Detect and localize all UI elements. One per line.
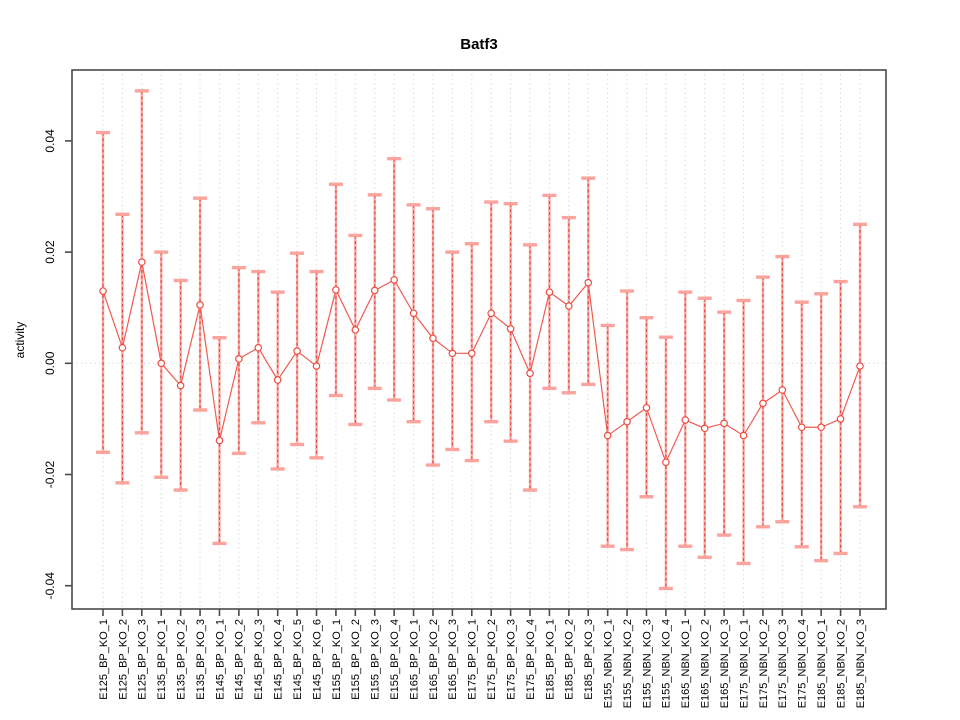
x-tick-label: E185_BP_KO_2 (564, 619, 576, 700)
x-tick-label: E175_NBN_KO_1 (738, 619, 750, 708)
data-point (157, 359, 166, 368)
x-tick-label: E145_BP_KO_3 (253, 619, 265, 700)
x-tick-label: E155_BP_KO_3 (370, 619, 382, 700)
data-point (778, 386, 787, 394)
data-point (836, 415, 845, 423)
x-tick-label: E185_BP_KO_3 (583, 619, 595, 700)
x-tick-label: E125_BP_KO_3 (137, 619, 149, 700)
data-point (506, 325, 515, 333)
x-tick-label: E165_NBN_KO_3 (719, 619, 731, 708)
y-tick-label: 0.00 (43, 351, 57, 375)
data-point (856, 362, 864, 370)
series-line (102, 261, 861, 464)
data-point (662, 458, 670, 467)
x-tick-label: E145_BP_KO_5 (292, 619, 304, 700)
x-tick-label: E155_BP_KO_4 (389, 619, 401, 700)
plot-border (71, 69, 887, 610)
y-tick-label: 0.02 (43, 240, 57, 264)
data-point (720, 419, 728, 428)
data-point (409, 309, 418, 318)
x-tick-label: E185_NBN_KO_1 (816, 619, 828, 708)
data-point (565, 302, 573, 310)
data-point (545, 288, 554, 296)
x-tick-label: E145_BP_KO_6 (311, 619, 323, 700)
y-tick-label: 0.04 (43, 129, 57, 153)
data-point (138, 258, 146, 266)
data-point (196, 301, 204, 309)
data-point (759, 399, 767, 408)
x-tick-label: E155_NBN_KO_3 (641, 619, 653, 708)
error-bar (503, 202, 518, 443)
x-tick-label: E185_NBN_KO_2 (835, 619, 847, 708)
data-point (603, 431, 612, 440)
x-tick-label: E145_BP_KO_2 (234, 619, 246, 700)
x-tick-label: E125_BP_KO_1 (98, 619, 110, 700)
x-tick-label: E185_BP_KO_1 (544, 619, 556, 700)
data-point (584, 278, 593, 287)
data-point (215, 436, 224, 445)
x-tick-label: E135_BP_KO_3 (195, 619, 207, 700)
data-point (254, 343, 263, 352)
x-tick-label: E135_BP_KO_1 (156, 619, 168, 700)
x-tick-label: E175_BP_KO_2 (486, 619, 498, 700)
y-axis-label: activity (13, 322, 27, 359)
y-tick-label: -0.04 (43, 572, 57, 600)
data-point (273, 376, 282, 384)
x-tick-label: E165_NBN_KO_2 (700, 619, 712, 708)
data-point (739, 431, 748, 440)
x-tick-label: E155_BP_KO_2 (350, 619, 362, 700)
data-point (312, 362, 321, 370)
x-tick-label: E155_NBN_KO_1 (603, 619, 615, 708)
data-point (797, 423, 806, 432)
x-tick-label: E135_BP_KO_2 (175, 619, 187, 700)
x-tick-label: E175_BP_KO_1 (467, 619, 479, 700)
x-tick-label: E165_NBN_KO_1 (680, 619, 692, 708)
x-tick-label: E145_BP_KO_1 (214, 619, 226, 700)
chart-title: Batf3 (460, 36, 498, 53)
data-point (448, 349, 457, 358)
x-tick-label: E155_BP_KO_1 (331, 619, 343, 700)
x-tick-label: E165_BP_KO_2 (428, 619, 440, 700)
data-point (700, 424, 709, 433)
data-point (176, 381, 185, 390)
data-point (370, 286, 379, 295)
data-point (429, 334, 437, 343)
x-tick-label: E175_NBN_KO_4 (797, 619, 809, 708)
error-bar (523, 243, 538, 492)
data-point (681, 416, 690, 424)
x-tick-label: E175_BP_KO_3 (505, 619, 517, 700)
x-tick-label: E145_BP_KO_4 (273, 619, 285, 700)
data-point (99, 287, 107, 295)
data-point (817, 423, 825, 432)
data-point (390, 276, 398, 284)
x-tick-label: E125_BP_KO_2 (117, 619, 129, 700)
data-point (526, 369, 534, 378)
data-point (623, 417, 631, 426)
x-tick-label: E155_NBN_KO_4 (661, 619, 673, 708)
x-tick-label: E185_NBN_KO_3 (855, 619, 867, 708)
x-tick-label: E175_NBN_KO_3 (777, 619, 789, 708)
data-point (235, 355, 243, 363)
data-point (642, 403, 651, 412)
data-point (332, 286, 340, 294)
x-tick-label: E175_NBN_KO_2 (758, 619, 770, 708)
x-tick-label: E175_BP_KO_4 (525, 619, 537, 700)
x-tick-label: E165_BP_KO_3 (447, 619, 459, 700)
x-tick-label: E165_BP_KO_1 (408, 619, 420, 700)
y-tick-label: -0.02 (43, 461, 57, 489)
data-point (487, 309, 496, 318)
data-point (118, 343, 127, 352)
data-point (467, 349, 476, 358)
x-tick-label: E155_NBN_KO_2 (622, 619, 634, 708)
data-point (293, 347, 301, 355)
data-point (351, 326, 360, 334)
